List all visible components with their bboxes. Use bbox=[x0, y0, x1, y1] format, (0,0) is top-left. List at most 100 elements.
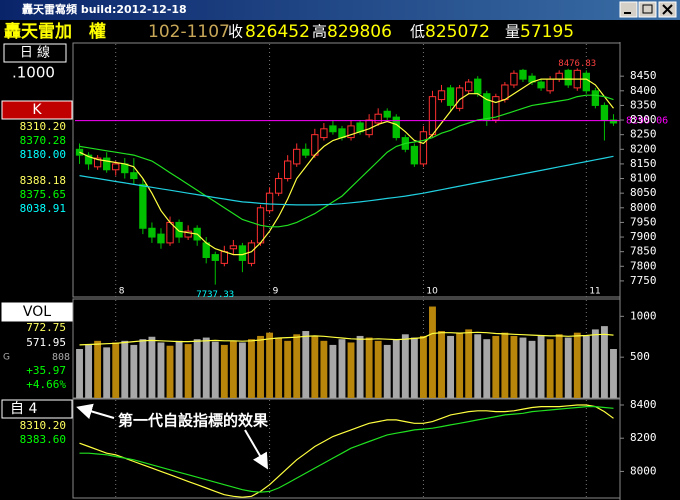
y-tick-label: 8000 bbox=[630, 464, 657, 477]
candle-body bbox=[519, 69, 527, 80]
y-tick-label: 7950 bbox=[630, 215, 657, 228]
y-tick-label: 7750 bbox=[630, 274, 657, 287]
volume-bar bbox=[401, 334, 409, 398]
x-tick-label: 10 bbox=[426, 287, 438, 297]
candle-body bbox=[474, 78, 482, 95]
index-name: 轟天雷加 權 bbox=[4, 21, 106, 42]
volume-bar bbox=[546, 339, 554, 398]
volume-bar bbox=[356, 335, 364, 398]
side-value: 8310.20 bbox=[20, 419, 66, 432]
y-tick-label: 8000 bbox=[630, 201, 657, 214]
vol-prefix: G bbox=[3, 353, 10, 363]
volume-bar bbox=[266, 332, 274, 398]
volume-bar bbox=[293, 334, 301, 398]
candle-body bbox=[374, 113, 382, 124]
y-tick-label: 8100 bbox=[630, 172, 657, 185]
quote-label: 高 bbox=[312, 23, 327, 41]
candle-body bbox=[329, 125, 337, 133]
volume-bar bbox=[564, 337, 572, 398]
candle-body bbox=[166, 221, 174, 244]
candle-body bbox=[428, 96, 437, 136]
candle-body bbox=[492, 96, 500, 121]
quote-label: 量 bbox=[505, 23, 520, 41]
volume-bar bbox=[510, 335, 518, 398]
vol-label: VOL bbox=[23, 304, 51, 320]
candle-body bbox=[139, 183, 147, 229]
volume-bar bbox=[220, 344, 228, 398]
candle-body bbox=[293, 148, 301, 165]
candle-body bbox=[609, 119, 618, 124]
candle-body bbox=[383, 110, 391, 118]
candle-body bbox=[157, 233, 165, 244]
candle-body bbox=[582, 72, 590, 92]
candle-body bbox=[320, 128, 328, 139]
volume-bar bbox=[320, 340, 328, 398]
volume-bar bbox=[229, 340, 237, 398]
volume-bar bbox=[85, 344, 93, 398]
volume-bar bbox=[582, 335, 590, 398]
volume-bar bbox=[465, 329, 473, 398]
volume-bar bbox=[492, 335, 500, 398]
volume-bar bbox=[347, 342, 355, 398]
y-tick-label: 8250 bbox=[630, 128, 657, 141]
candle-body bbox=[555, 72, 563, 80]
candle-body bbox=[184, 230, 192, 238]
volume-bar bbox=[284, 340, 292, 398]
period: 日 線 bbox=[20, 45, 50, 61]
side-value: 8388.18 bbox=[20, 174, 66, 187]
volume-bar bbox=[600, 326, 608, 398]
volume-bar bbox=[112, 342, 120, 398]
volume-bar bbox=[537, 335, 545, 398]
x-tick-label: 9 bbox=[273, 287, 279, 297]
volume-bar bbox=[211, 341, 219, 398]
y-tick-label: 8400 bbox=[630, 84, 657, 97]
volume-bar bbox=[365, 337, 373, 398]
volume-bar bbox=[193, 339, 201, 398]
high-label: 8476.83 bbox=[558, 59, 596, 69]
volume-bar bbox=[474, 334, 482, 398]
candle-body bbox=[284, 160, 292, 180]
y-tick-label: 8450 bbox=[630, 69, 657, 82]
side-value: 8038.91 bbox=[20, 202, 66, 215]
candle-body bbox=[302, 148, 310, 156]
volume-bar bbox=[302, 331, 310, 398]
quote-label: 低 bbox=[410, 23, 425, 41]
side-value: +35.97 bbox=[26, 364, 66, 377]
y-tick-label: 8200 bbox=[630, 142, 657, 155]
candle-body bbox=[600, 104, 609, 121]
minimize-button[interactable] bbox=[619, 1, 638, 18]
volume-bar bbox=[456, 332, 464, 398]
candle-body bbox=[84, 154, 93, 165]
candle-body bbox=[446, 87, 455, 106]
line bbox=[79, 78, 614, 256]
quote-value: 825072 bbox=[425, 22, 490, 42]
side-value: 8375.65 bbox=[20, 188, 66, 201]
vol-box[interactable] bbox=[1, 302, 73, 322]
annotation: 第一代自設指標的效果 bbox=[118, 412, 269, 430]
reference-label: 8298.06 bbox=[626, 116, 668, 127]
quote-value: 826452 bbox=[245, 22, 310, 42]
side-value: +4.66% bbox=[26, 378, 66, 391]
volume-bar bbox=[610, 349, 617, 398]
volume-bar bbox=[519, 337, 527, 398]
candle-body bbox=[483, 93, 491, 121]
maximize-button[interactable] bbox=[638, 1, 657, 18]
annotation-arrow bbox=[244, 429, 269, 470]
ind-box[interactable] bbox=[1, 399, 73, 419]
volume-bar bbox=[329, 344, 337, 398]
volume-bar bbox=[555, 334, 563, 398]
candle-body bbox=[220, 251, 228, 264]
volume-bar bbox=[573, 332, 581, 398]
candle-body bbox=[274, 178, 283, 194]
ind-label: 自 4 bbox=[10, 401, 37, 417]
k-box[interactable] bbox=[1, 100, 73, 120]
volume-bar bbox=[76, 349, 83, 398]
window-buttons[interactable] bbox=[619, 1, 677, 18]
candle-body bbox=[103, 157, 111, 171]
volume-bar bbox=[148, 336, 156, 398]
y-tick-label: 8200 bbox=[630, 431, 657, 444]
candle-body bbox=[537, 81, 545, 89]
volume-bar bbox=[257, 335, 264, 398]
candle-body bbox=[175, 221, 183, 238]
x-tick-label: 8 bbox=[119, 287, 125, 297]
